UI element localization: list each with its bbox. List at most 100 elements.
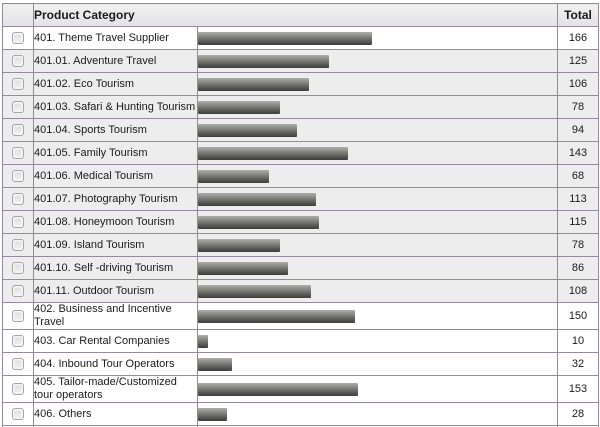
category-label: 401.04. Sports Tourism	[33, 118, 198, 142]
column-header-checkbox	[2, 3, 34, 27]
count-bar	[198, 309, 355, 323]
row-checkbox[interactable]	[12, 100, 24, 113]
table-row: 401.04. Sports Tourism 94	[2, 118, 599, 142]
row-checkbox[interactable]	[12, 407, 24, 420]
total-value: 94	[557, 118, 599, 142]
checkbox-cell	[2, 233, 34, 257]
table-row: 401. Theme Travel Supplier 166	[2, 26, 599, 50]
total-value: 113	[557, 187, 599, 211]
category-label: 401. Theme Travel Supplier	[33, 26, 198, 50]
total-value: 108	[557, 279, 599, 303]
row-checkbox[interactable]	[12, 169, 24, 182]
bar-cell	[197, 72, 558, 96]
row-checkbox[interactable]	[12, 261, 24, 274]
category-label: 401.01. Adventure Travel	[33, 49, 198, 73]
category-label: 406. Others	[33, 402, 198, 426]
count-bar	[198, 77, 309, 91]
total-value: 86	[557, 256, 599, 280]
checkbox-cell	[2, 26, 34, 50]
total-value: 143	[557, 141, 599, 165]
total-value: 28	[557, 402, 599, 426]
category-label: 401.06. Medical Tourism	[33, 164, 198, 188]
count-bar	[198, 31, 372, 45]
bar-cell	[197, 256, 558, 280]
total-value: 78	[557, 233, 599, 257]
bar-cell	[197, 49, 558, 73]
category-label: 403. Car Rental Companies	[33, 329, 198, 353]
table-row: 401.01. Adventure Travel 125	[2, 49, 599, 73]
table-row: 401.02. Eco Tourism 106	[2, 72, 599, 96]
row-checkbox[interactable]	[12, 357, 24, 370]
checkbox-cell	[2, 210, 34, 234]
table-row: 401.08. Honeymoon Tourism 115	[2, 210, 599, 234]
table-row: 401.11. Outdoor Tourism 108	[2, 279, 599, 303]
total-value: 153	[557, 375, 599, 403]
checkbox-cell	[2, 187, 34, 211]
total-value: 150	[557, 302, 599, 330]
row-checkbox[interactable]	[12, 123, 24, 136]
header-row: Product Category Total	[2, 3, 599, 27]
row-checkbox[interactable]	[12, 238, 24, 251]
row-checkbox[interactable]	[12, 284, 24, 297]
bar-cell	[197, 118, 558, 142]
category-label: 404. Inbound Tour Operators	[33, 352, 198, 376]
count-bar	[198, 192, 316, 206]
partial-next-row	[2, 425, 599, 427]
table-row: 403. Car Rental Companies 10	[2, 329, 599, 353]
bar-cell	[197, 141, 558, 165]
category-label: 402. Business and Incentive Travel	[33, 302, 198, 330]
bar-cell	[197, 279, 558, 303]
row-checkbox[interactable]	[12, 215, 24, 228]
category-label: 401.10. Self -driving Tourism	[33, 256, 198, 280]
total-value: 68	[557, 164, 599, 188]
bar-cell	[197, 210, 558, 234]
row-checkbox[interactable]	[12, 54, 24, 67]
table-row: 401.07. Photography Tourism 113	[2, 187, 599, 211]
checkbox-cell	[2, 72, 34, 96]
column-header-total: Total	[557, 3, 599, 27]
table-row: 404. Inbound Tour Operators 32	[2, 352, 599, 376]
table-body: 401. Theme Travel Supplier 166 401.01. Adv…	[2, 26, 599, 427]
checkbox-cell	[2, 256, 34, 280]
table-row: 405. Tailor-made/Customized tour operato…	[2, 375, 599, 403]
checkbox-cell	[2, 352, 34, 376]
category-label: 401.02. Eco Tourism	[33, 72, 198, 96]
row-checkbox[interactable]	[12, 31, 24, 44]
partial-cell	[557, 425, 599, 427]
count-bar	[198, 407, 227, 421]
category-label: 401.09. Island Tourism	[33, 233, 198, 257]
category-label: 401.11. Outdoor Tourism	[33, 279, 198, 303]
row-checkbox[interactable]	[12, 146, 24, 159]
bar-cell	[197, 95, 558, 119]
count-bar	[198, 357, 232, 371]
category-label: 401.03. Safari & Hunting Tourism	[33, 95, 198, 119]
count-bar	[198, 334, 208, 348]
count-bar	[198, 54, 329, 68]
row-checkbox[interactable]	[12, 382, 24, 395]
count-bar	[198, 261, 288, 275]
product-category-table: Product Category Total 401. Theme Travel…	[2, 3, 599, 427]
table-row: 401.03. Safari & Hunting Tourism 78	[2, 95, 599, 119]
bar-cell	[197, 164, 558, 188]
total-value: 166	[557, 26, 599, 50]
table-row: 402. Business and Incentive Travel 150	[2, 302, 599, 330]
row-checkbox[interactable]	[12, 192, 24, 205]
bar-cell	[197, 302, 558, 330]
checkbox-cell	[2, 302, 34, 330]
table-row: 401.10. Self -driving Tourism 86	[2, 256, 599, 280]
total-value: 106	[557, 72, 599, 96]
count-bar	[198, 146, 348, 160]
checkbox-cell	[2, 49, 34, 73]
row-checkbox[interactable]	[12, 77, 24, 90]
count-bar	[198, 123, 297, 137]
bar-cell	[197, 187, 558, 211]
checkbox-cell	[2, 118, 34, 142]
total-value: 125	[557, 49, 599, 73]
total-value: 32	[557, 352, 599, 376]
total-value: 78	[557, 95, 599, 119]
row-checkbox[interactable]	[12, 334, 24, 347]
row-checkbox[interactable]	[12, 309, 24, 322]
category-label: 401.05. Family Tourism	[33, 141, 198, 165]
category-label: 401.07. Photography Tourism	[33, 187, 198, 211]
